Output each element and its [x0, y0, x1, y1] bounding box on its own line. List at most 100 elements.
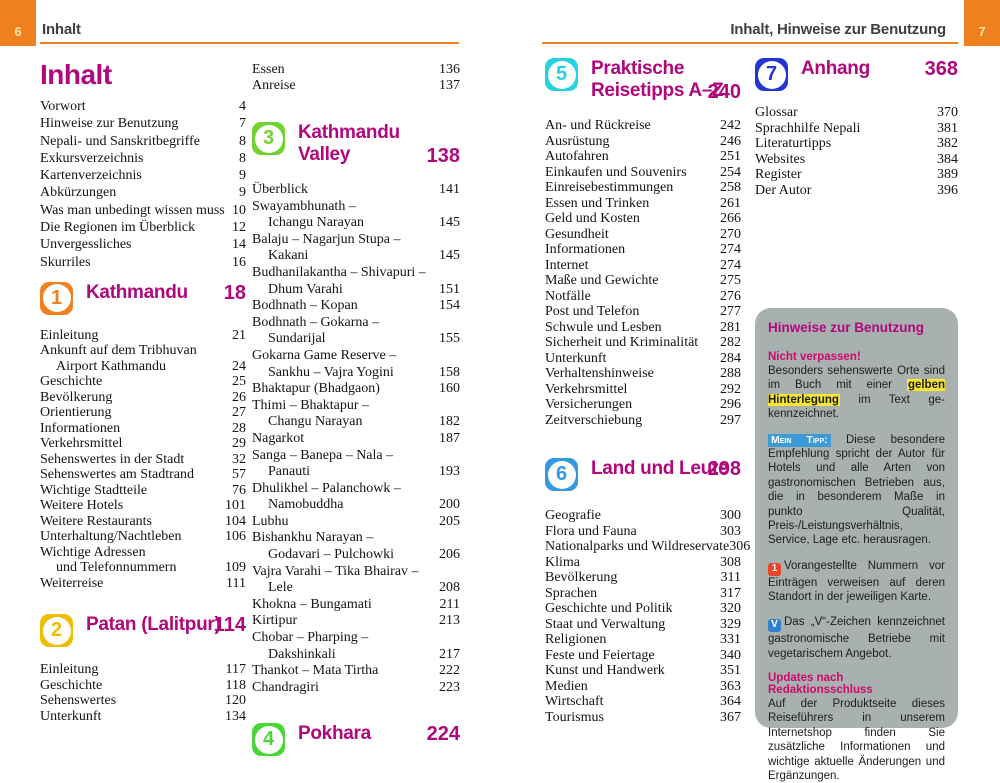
toc-entry: Informationen 28 [40, 421, 246, 437]
entry-label: Sankhu – Vajra Yogini [268, 364, 394, 380]
entry-label: Hinweise zur Benutzung [40, 116, 179, 132]
entry-label: Notfälle [545, 288, 591, 304]
chapter-7-title: Anhang [801, 58, 870, 79]
chapter-5-badge: 5 [545, 58, 578, 91]
entry-page: 396 [937, 182, 958, 198]
toc-entry: Bodhnath – Gokarna – [252, 315, 460, 332]
entry-label: Nagarkot [252, 430, 305, 446]
chapter-6-title: Land und Leute [591, 458, 729, 479]
chapter-6-number: 6 [547, 460, 576, 489]
toc-entry: Verkehrsmittel 292 [545, 382, 741, 398]
toc-entry: Staat und Verwaltung 329 [545, 617, 741, 633]
toc-entry: Namobuddha 200 [252, 497, 460, 514]
entry-label: Lele [268, 580, 293, 596]
toc-entry: Unterhaltung/Nachtleben 106 [40, 529, 246, 545]
entry-page: 193 [439, 464, 460, 480]
entry-page: 134 [225, 708, 246, 724]
entry-label: Überblick [252, 182, 308, 197]
entry-label: Tourismus [545, 709, 604, 725]
entry-page: 206 [439, 547, 460, 563]
entry-label: Nationalparks und Wildreservate [545, 539, 730, 554]
toc-entry: Nepali- und Sanskritbegriffe 8 [40, 133, 246, 150]
entry-page: 117 [225, 662, 246, 678]
toc-entry: Sehenswertes in der Stadt 32 [40, 452, 246, 468]
entry-label: Lubhu [252, 513, 289, 529]
entry-page: 151 [439, 281, 460, 297]
entry-label: Skurriles [40, 254, 91, 270]
chapter-5-page: 240 [707, 81, 741, 103]
entry-label: Ankunft auf dem Tribhuvan [40, 343, 197, 359]
entry-label: Sehenswertes [40, 693, 117, 709]
entry-label: Essen [252, 62, 285, 77]
toc-entry: Essen und Trinken 261 [545, 196, 741, 212]
entry-label: Bodhnath – Gokarna – [252, 314, 380, 330]
entry-label: Geografie [545, 508, 601, 523]
chapter-heading-pokhara: 4 Pokhara 224 [252, 723, 460, 757]
entry-page: 24 [232, 358, 246, 374]
entry-page: 120 [225, 693, 246, 709]
entry-label: Unterkunft [40, 708, 102, 724]
toc-entry: Autofahren 251 [545, 149, 741, 165]
toc-entry: Kakani 145 [252, 248, 460, 265]
entry-page: 4 [239, 99, 246, 114]
toc-entry: Weiterreise 111 [40, 576, 246, 592]
toc-entry: Einleitung 21 [40, 328, 246, 344]
entry-label: Chandragiri [252, 679, 319, 695]
chapter-3-page: 138 [426, 145, 460, 167]
toc-entry: Airport Kathmandu 24 [40, 359, 246, 375]
toc-entry: Thankot – Mata Tirtha 222 [252, 663, 460, 680]
entry-page: 8 [239, 150, 246, 166]
entry-label: Geschichte und Politik [545, 601, 673, 616]
entry-page: 118 [225, 677, 246, 693]
chapter-1-number: 1 [42, 284, 71, 313]
entry-page: 160 [439, 381, 460, 397]
chapter-6-badge: 6 [545, 458, 578, 491]
toc-entry: Panauti 193 [252, 464, 460, 481]
entry-page: 12 [232, 220, 246, 236]
entry-label: Einleitung [40, 662, 99, 678]
entry-label: Websites [755, 151, 806, 167]
entry-label: Flora und Fauna [545, 523, 637, 539]
entry-label: Ichangu Narayan [268, 215, 365, 231]
toc-entry: Ankunft auf dem Tribhuvan [40, 343, 246, 359]
entry-label: Verkehrsmittel [545, 381, 628, 397]
entry-label: Autofahren [545, 149, 609, 164]
toc-entry: Einkaufen und Souvenirs 254 [545, 165, 741, 181]
toc-entry: Überblick 141 [252, 182, 460, 199]
toc-entry: Kunst und Handwerk 351 [545, 663, 741, 679]
entry-page: 101 [225, 498, 246, 514]
toc-entry: Godavari – Pulchowki 206 [252, 547, 460, 564]
entry-label: Sanga – Banepa – Nala – [252, 447, 394, 463]
entry-page: 317 [720, 585, 741, 601]
toc-entry: Post und Telefon 277 [545, 304, 741, 320]
toc-entry: Tourismus 367 [545, 710, 741, 726]
entry-page: 25 [232, 374, 246, 390]
toc-entry: Notfälle 276 [545, 289, 741, 305]
toc-entry: und Telefonnummern 109 [40, 560, 246, 576]
running-head-right: Inhalt, Hinweise zur Benutzung [730, 21, 946, 38]
toc-entry: Vajra Varahi – Tika Bhairav – [252, 564, 460, 581]
entry-page: 217 [439, 646, 460, 662]
chapter-3-title: Kathmandu Valley [298, 122, 400, 165]
entry-page: 251 [720, 149, 741, 164]
toc-entry: Zeitverschiebung 297 [545, 413, 741, 429]
entry-page: 109 [225, 560, 246, 576]
chapter-7-page: 368 [924, 58, 958, 80]
entry-page: 364 [720, 694, 741, 709]
entry-label: Anreise [252, 77, 296, 93]
toc-entry: Bevölkerung 26 [40, 390, 246, 406]
entry-page: 331 [720, 632, 741, 647]
toc-entry: Wirtschaft 364 [545, 694, 741, 710]
entry-page: 76 [232, 482, 246, 498]
entry-page: 389 [937, 167, 958, 182]
entry-page: 282 [720, 335, 741, 350]
entry-label: Sundarijal [268, 331, 326, 347]
chapter-5-number: 5 [547, 60, 576, 89]
toc-entry: Dhum Varahi 151 [252, 282, 460, 299]
toc-entry: Geschichte 25 [40, 374, 246, 390]
usage-notes-box: Hinweise zur Benutzung Nicht verpassen! … [755, 308, 958, 782]
entry-page: 145 [439, 215, 460, 231]
entry-page: 274 [720, 242, 741, 257]
chapter-2-number: 2 [42, 616, 71, 645]
dont-miss-text: Besonders sehenswerte Orte sind im Buch … [768, 365, 945, 421]
